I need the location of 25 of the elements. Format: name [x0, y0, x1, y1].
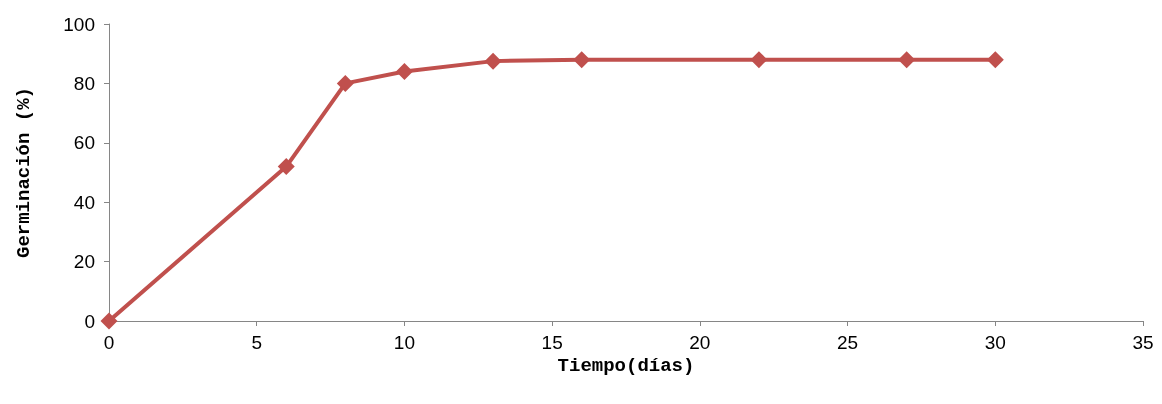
x-tick-label: 20: [689, 332, 711, 353]
y-tick-label: 80: [73, 72, 95, 94]
y-tick-label: 20: [73, 251, 95, 273]
point: [484, 52, 502, 70]
y-tick-label: 40: [73, 191, 95, 213]
x-tick-label: 25: [837, 332, 859, 353]
x-tick-label: 10: [393, 332, 415, 353]
point: [573, 51, 591, 69]
x-tick-label: 30: [984, 332, 1006, 353]
point: [986, 51, 1004, 69]
x-tick-label: 5: [251, 332, 262, 353]
x-tick-label: 35: [1132, 332, 1154, 353]
point: [100, 312, 118, 330]
y-tick-label: 0: [84, 310, 95, 332]
x-axis-title: Tiempo(días): [557, 355, 695, 378]
y-tick-label: 60: [73, 132, 95, 154]
point: [750, 51, 768, 69]
x-tick-label: 0: [103, 332, 115, 353]
point: [395, 63, 413, 81]
point: [277, 158, 295, 176]
y-axis-title: Germinación (%): [12, 86, 35, 259]
point: [898, 51, 916, 69]
y-tick-label: 100: [63, 13, 95, 35]
point: [336, 74, 354, 92]
x-tick-label: 15: [541, 332, 563, 353]
